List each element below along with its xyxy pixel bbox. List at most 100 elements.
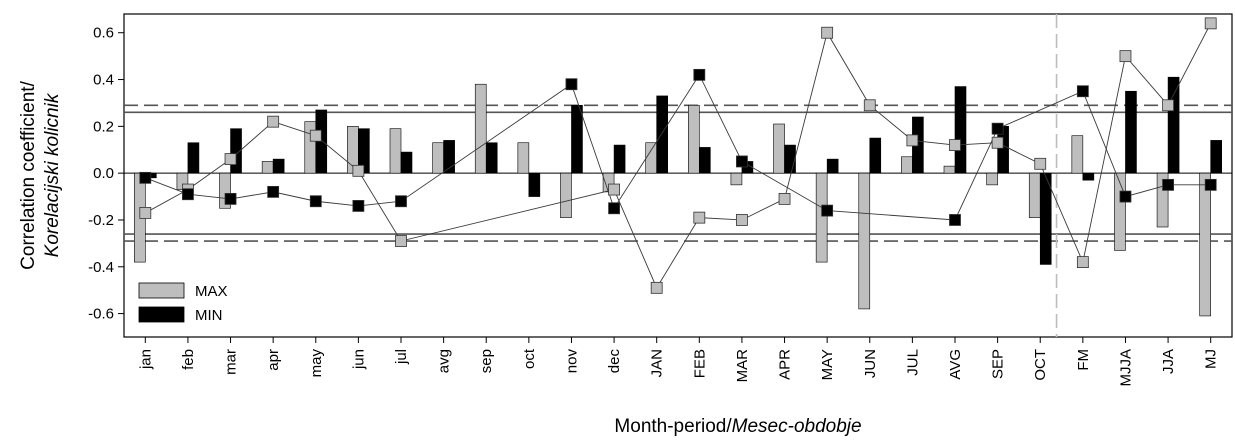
marker-max <box>1034 157 1047 170</box>
bar-max <box>645 142 657 174</box>
bar-min <box>613 144 626 174</box>
y-axis-title-italic: Korelacijski kolicnik <box>42 92 63 257</box>
bar-min <box>1125 90 1137 174</box>
bar-min <box>869 137 882 174</box>
bar-max <box>901 156 913 174</box>
marker-max <box>949 139 961 151</box>
marker-max <box>309 129 322 142</box>
bar-max <box>474 83 487 174</box>
x-tick-label: dec <box>606 349 623 374</box>
bar-max <box>1199 172 1211 317</box>
legend: MAX MIN <box>138 282 228 324</box>
markers-layer <box>139 17 1217 294</box>
bar-max <box>304 121 317 174</box>
bar-min <box>826 158 839 174</box>
bar-max <box>517 142 530 174</box>
y-tick-label: 0.0 <box>93 165 114 182</box>
x-tick-label: MAR <box>734 349 751 383</box>
marker-min <box>693 68 706 81</box>
marker-max <box>991 136 1004 149</box>
legend-swatch-max <box>138 282 185 299</box>
bar-min <box>528 172 541 197</box>
bar-min <box>1210 140 1222 174</box>
marker-min <box>821 204 834 217</box>
x-tick-label: APR <box>777 349 794 380</box>
lines-layer <box>145 23 1212 289</box>
bar-max <box>943 165 956 174</box>
marker-max <box>608 183 620 196</box>
marker-max <box>352 164 365 177</box>
bar-max <box>986 172 998 186</box>
x-tick-label: jun <box>350 349 367 370</box>
marker-max <box>1119 50 1132 63</box>
bar-max <box>1114 172 1126 251</box>
bar-min <box>1082 172 1095 181</box>
x-tick-label: jan <box>137 349 154 370</box>
bar-min <box>954 86 967 174</box>
bar-min <box>784 144 796 174</box>
reference-lines-layer <box>124 14 1232 337</box>
bar-min <box>656 95 668 174</box>
bar-min <box>485 142 498 174</box>
marker-max <box>778 193 791 205</box>
bar-min <box>571 104 583 174</box>
bar-max <box>1028 172 1041 218</box>
bar-max <box>560 172 572 218</box>
x-tick-label: mar <box>223 349 240 375</box>
marker-min <box>608 202 620 215</box>
x-tick-label: jul <box>393 349 410 365</box>
marker-max <box>1076 256 1089 269</box>
y-tick-label: 0.4 <box>93 72 114 89</box>
x-tick-label: JAN <box>649 349 666 377</box>
bar-max <box>389 128 402 174</box>
marker-max <box>1204 17 1217 30</box>
bar-min <box>230 128 242 174</box>
plot-frame <box>123 13 1233 338</box>
x-tick-label: MJJA <box>1117 349 1134 387</box>
bar-min <box>400 151 413 174</box>
x-tick-label: MJ <box>1203 349 1220 369</box>
marker-min <box>182 188 194 201</box>
labels-layer: 0.6 0.4 0.2 0.0 -0.2 -0.4 -0.6 jan feb mar apr may j… <box>18 25 1220 437</box>
marker-max <box>224 153 237 166</box>
y-tick-label: 0.2 <box>93 118 114 135</box>
x-tick-label: oct <box>521 348 538 369</box>
marker-max <box>267 115 280 128</box>
x-tick-label: feb <box>180 349 197 370</box>
y-tick-label: -0.6 <box>88 306 114 323</box>
bar-max <box>815 172 828 263</box>
bar-max <box>1156 172 1169 228</box>
marker-max <box>736 214 748 226</box>
bar-max <box>219 172 231 209</box>
bar-min <box>187 142 200 174</box>
bar-max <box>261 161 274 174</box>
y-tick-label: 0.6 <box>93 25 114 42</box>
marker-min <box>1076 85 1089 98</box>
marker-min <box>1162 178 1174 191</box>
marker-min <box>736 155 748 168</box>
marker-max <box>906 134 919 147</box>
bar-max <box>858 172 871 310</box>
bar-min <box>699 147 711 174</box>
marker-max <box>1162 99 1174 112</box>
marker-max <box>693 211 706 224</box>
bar-max <box>432 142 444 174</box>
bar-min <box>1039 172 1052 265</box>
line-max <box>145 23 1212 289</box>
legend-label-min: MIN <box>195 307 223 324</box>
x-tick-label: MAY <box>819 349 836 380</box>
x-tick-label: JUL <box>904 349 921 376</box>
x-tick-label: avg <box>436 349 453 373</box>
x-tick-label: sep <box>478 349 495 373</box>
marker-max <box>821 26 834 39</box>
marker-min <box>1119 190 1132 203</box>
marker-max <box>650 281 663 294</box>
legend-label-max: MAX <box>195 283 228 300</box>
bar-max <box>1071 135 1084 174</box>
x-tick-label: nov <box>563 349 580 374</box>
bar-min <box>443 140 455 174</box>
x-tick-label: FEB <box>691 349 708 378</box>
marker-min <box>395 195 407 208</box>
